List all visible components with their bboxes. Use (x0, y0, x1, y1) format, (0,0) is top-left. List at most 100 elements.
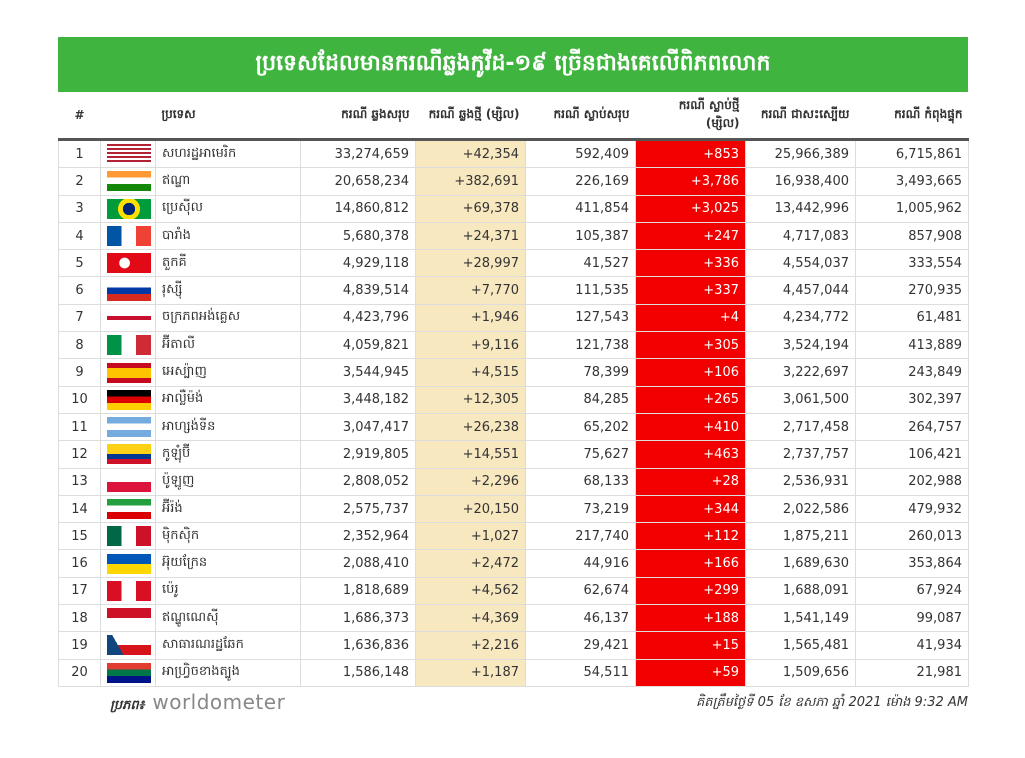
table-cell: អ៊ុយក្រែន (155, 549, 301, 578)
table-cell: ប៉ូឡូញ (155, 467, 301, 496)
table-row: 2 ឥណ្ឌា 20,658,234 +382,691 226,169 +3,786 16,… (58, 167, 969, 196)
table-row: 15 ម៉ិកស៊ិក 2,352,964 +1,027 217,740 +112 1,87… (58, 522, 969, 551)
table-cell: +344 (635, 494, 746, 524)
flag-cell (100, 385, 156, 414)
header-cell: ប្រទេស (155, 92, 301, 141)
table-cell: 18 (58, 604, 101, 633)
table-cell: 2,717,458 (745, 412, 856, 442)
table-cell: +853 (635, 138, 746, 169)
table-cell: 2,919,805 (300, 440, 416, 469)
flag (107, 335, 151, 356)
table-cell: 2,737,757 (745, 440, 856, 469)
flag (107, 362, 151, 383)
table-cell: +382,691 (415, 167, 526, 196)
table-cell: 333,554 (855, 249, 969, 278)
flag-cell (100, 440, 156, 469)
table-cell: 4,839,514 (300, 276, 416, 305)
flag (107, 307, 151, 328)
table-cell: +4,562 (415, 576, 526, 606)
table-cell: 3,493,665 (855, 167, 969, 196)
flag-cell (100, 631, 156, 660)
table-row: 18 ឥណ្ឌូណេស៊ី 1,686,373 +4,369 46,137 +188 1,5… (58, 604, 969, 633)
table-cell: 9 (58, 358, 101, 387)
flag-cell (100, 658, 156, 687)
table-cell: 4,457,044 (745, 276, 856, 305)
table-cell: +2,216 (415, 631, 526, 660)
table-cell: 3 (58, 194, 101, 223)
table-cell: +3,025 (635, 194, 746, 223)
table-cell: 4,554,037 (745, 249, 856, 278)
table-cell: 1,005,962 (855, 194, 969, 223)
flag (107, 280, 151, 301)
table-row: 6 រុស្ស៊ី 4,839,514 +7,770 111,535 +337 4,457,… (58, 276, 969, 305)
table-row: 12 កូឡុំប៊ី 2,919,805 +14,551 75,627 +463 2,73… (58, 440, 969, 469)
table-cell: 5 (58, 249, 101, 278)
table-row: 14 អ៊ីរ៉ង់ 2,575,737 +20,150 73,219 +344 2,022… (58, 494, 969, 524)
table-cell: 4,717,083 (745, 221, 856, 251)
table-cell: បារាំង (155, 221, 301, 251)
flag-cell (100, 412, 156, 442)
table-cell: 21,981 (855, 658, 969, 687)
flag (107, 608, 151, 629)
table-cell: 413,889 (855, 331, 969, 360)
table-cell: 260,013 (855, 522, 969, 551)
table-row: 19 សាធារណរដ្ឋឆែក 1,636,836 +2,216 29,421 +15 1… (58, 631, 969, 660)
flag (107, 144, 151, 165)
table-cell: ប៉េរូ (155, 576, 301, 606)
flag (107, 553, 151, 574)
table-row: 11 អាហ្សង់ទីន 3,047,417 +26,238 65,202 +410 2,… (58, 412, 969, 442)
header-cell: # (58, 92, 101, 141)
table-cell: អ៊ីតាលី (155, 331, 301, 360)
header-cell: ករណី ស្លាប់ថ្មី (ម្សិល) (635, 92, 746, 141)
table-cell: 20 (58, 658, 101, 687)
table-row: 13 ប៉ូឡូញ 2,808,052 +2,296 68,133 +28 2,536,93… (58, 467, 969, 496)
table-cell: 12 (58, 440, 101, 469)
flag-cell (100, 221, 156, 251)
header-cell: ករណី ជាសះស្បើយ (745, 92, 856, 141)
table-cell: +28,997 (415, 249, 526, 278)
source: worldometer (152, 690, 286, 714)
header-cell: ករណី ស្លាប់សរុប (525, 92, 636, 141)
table-cell: 54,511 (525, 658, 636, 687)
table-cell: 3,047,417 (300, 412, 416, 442)
flag-cell (100, 522, 156, 551)
source-label: ប្រភព៖ (110, 698, 145, 713)
table-cell: ឥណ្ឌូណេស៊ី (155, 604, 301, 633)
table-cell: 65,202 (525, 412, 636, 442)
table-cell: 11 (58, 412, 101, 442)
table-cell: អាហ្វ្រិចខាងត្បូង (155, 658, 301, 687)
header-icon (100, 92, 156, 141)
table-cell: 20,658,234 (300, 167, 416, 196)
table-cell: 73,219 (525, 494, 636, 524)
table-cell: 1 (58, 138, 101, 169)
table-cell: កូឡុំប៊ី (155, 440, 301, 469)
table-cell: +112 (635, 522, 746, 551)
table-cell: 353,864 (855, 549, 969, 578)
table-cell: +59 (635, 658, 746, 687)
table-cell: +1,027 (415, 522, 526, 551)
table-cell: +3,786 (635, 167, 746, 196)
table-cell: 106,421 (855, 440, 969, 469)
table-cell: 8 (58, 331, 101, 360)
table-cell: +20,150 (415, 494, 526, 524)
table-cell: 14 (58, 494, 101, 524)
table-cell: ចក្រភពអង់គ្លេស (155, 303, 301, 333)
table-cell: 61,481 (855, 303, 969, 333)
footer: ប្រភព៖ worldometer គិតត្រឹមថ្ងៃទី 05 ខែ ឧ… (110, 690, 968, 716)
table-cell: 62,674 (525, 576, 636, 606)
table-cell: 1,818,689 (300, 576, 416, 606)
table-row: 10 អាល្លឺម៉ង់ 3,448,182 +12,305 84,285 +265 3,… (58, 385, 969, 414)
table-cell: 17 (58, 576, 101, 606)
table-cell: 105,387 (525, 221, 636, 251)
flag-cell (100, 467, 156, 496)
flag-cell (100, 604, 156, 633)
table-cell: 411,854 (525, 194, 636, 223)
table-cell: អ៊ីរ៉ង់ (155, 494, 301, 524)
flag-cell (100, 358, 156, 387)
table-cell: 479,932 (855, 494, 969, 524)
table-cell: +9,116 (415, 331, 526, 360)
flag (107, 635, 151, 656)
table-cell: 16,938,400 (745, 167, 856, 196)
table-cell: 13 (58, 467, 101, 496)
